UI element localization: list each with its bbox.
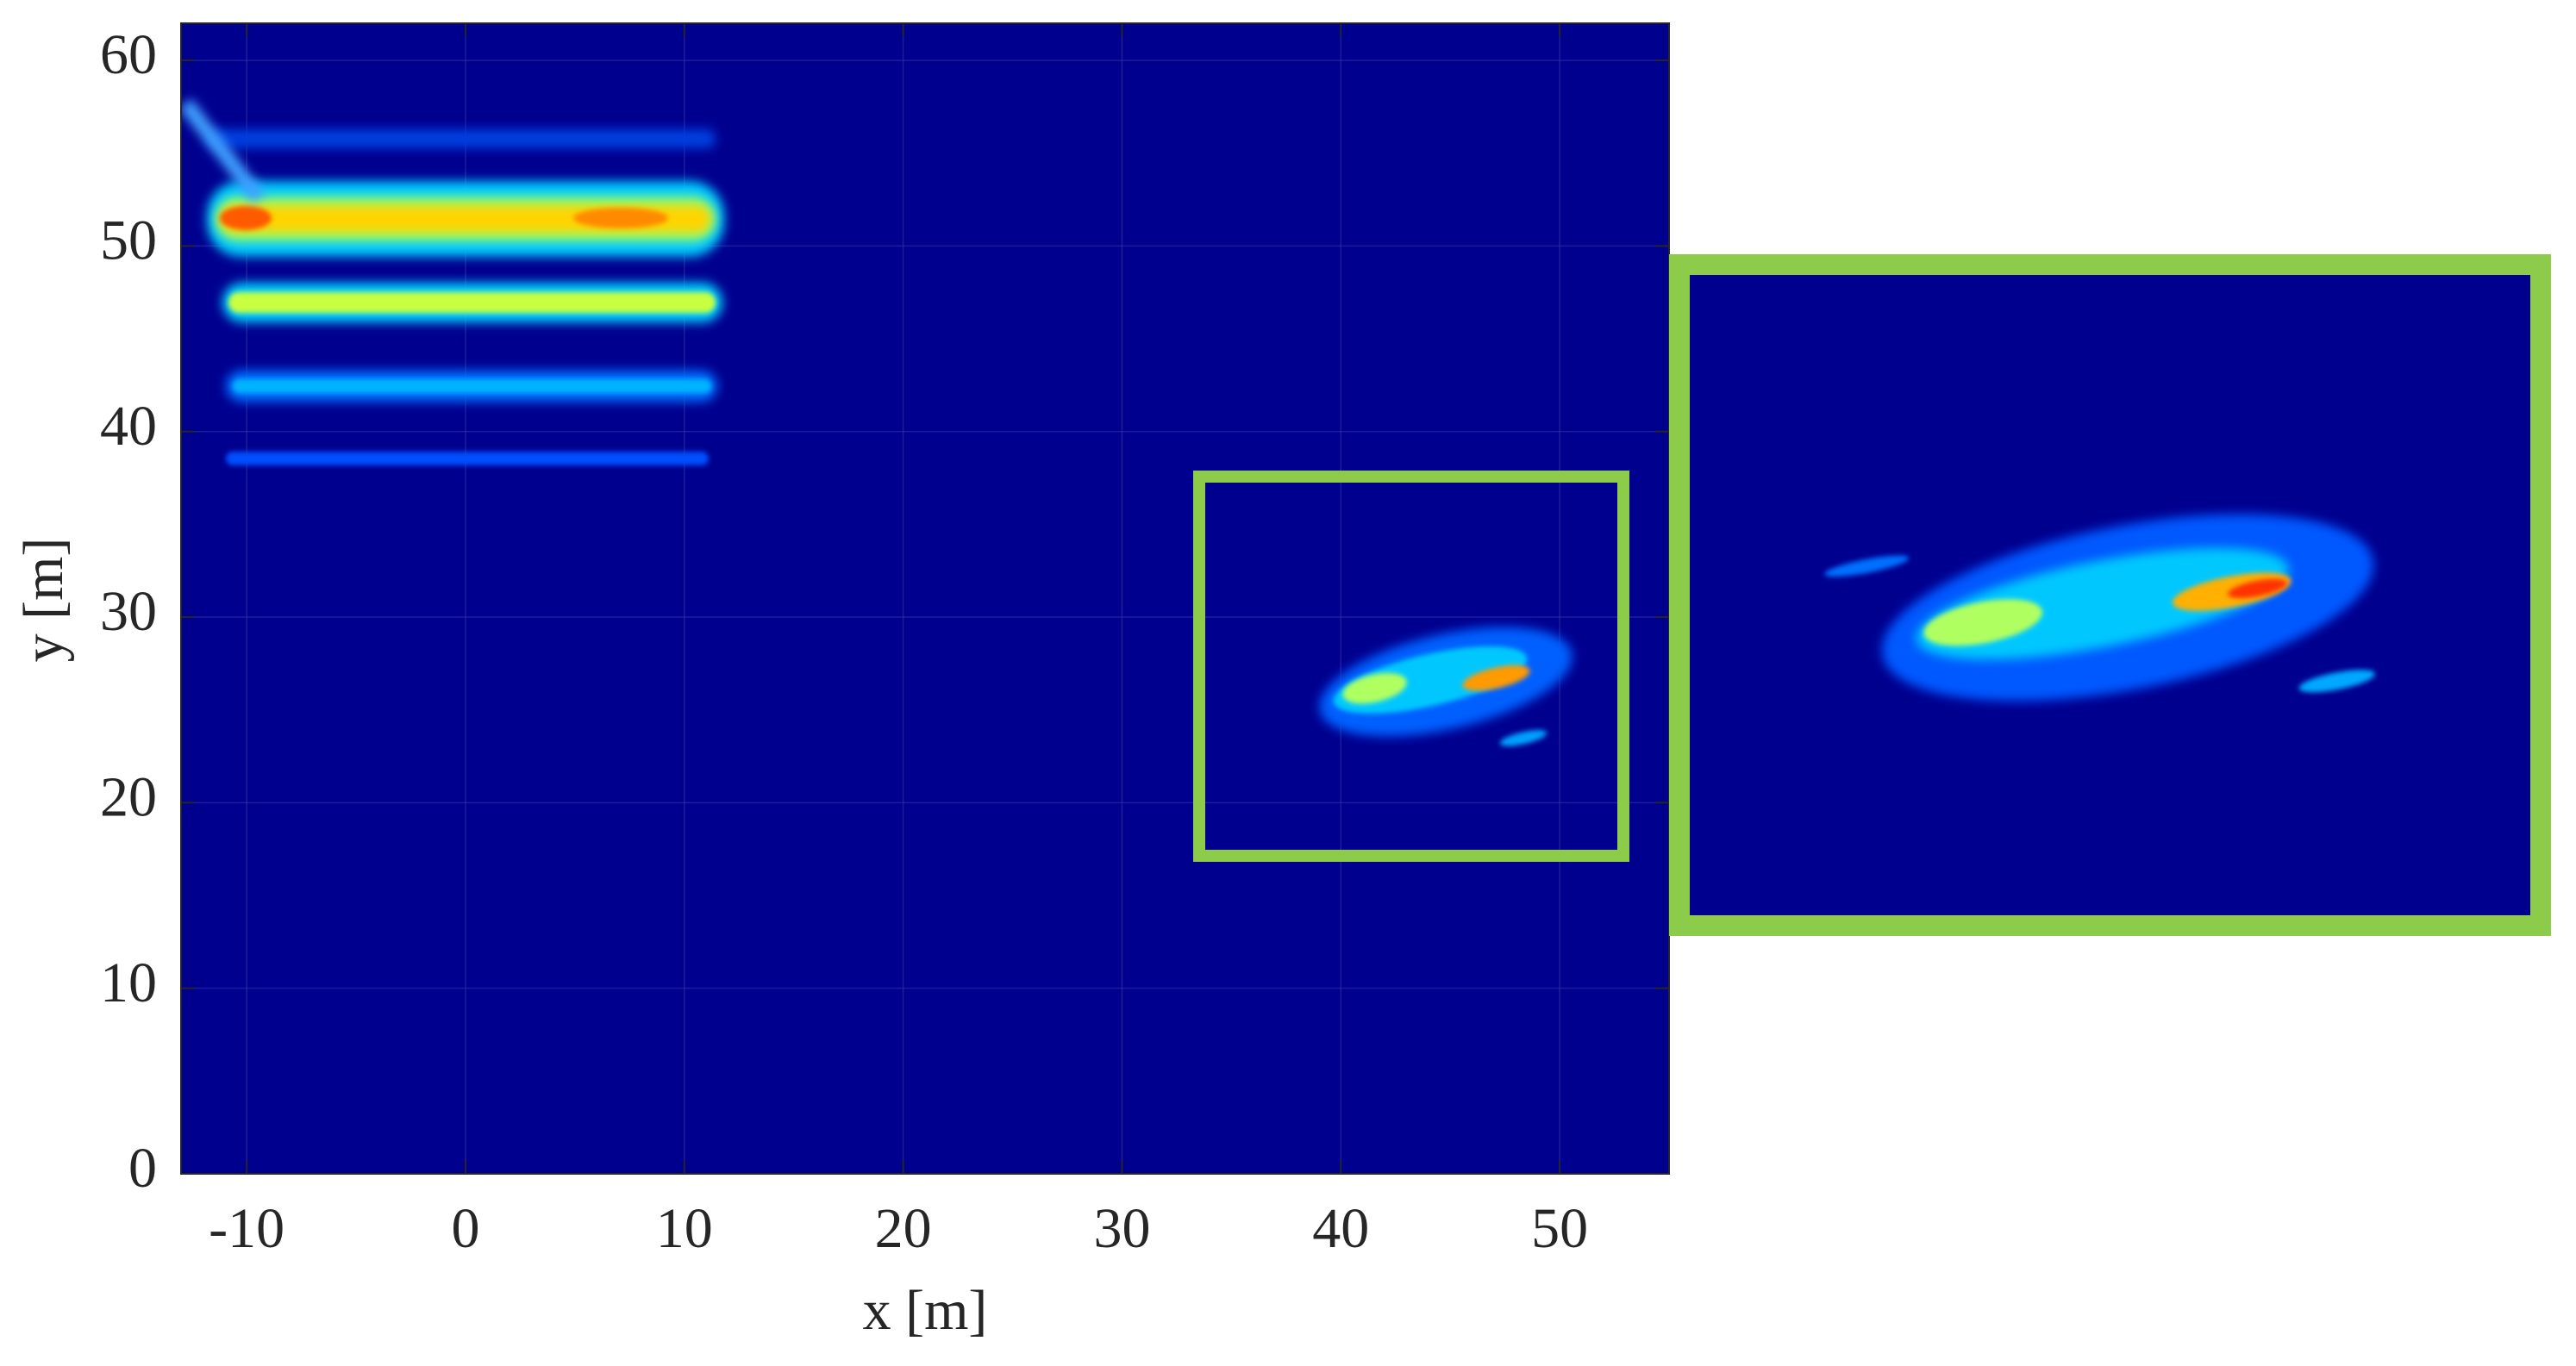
band	[226, 452, 709, 465]
band	[228, 292, 716, 313]
band	[233, 379, 711, 393]
image-content	[181, 98, 1572, 746]
zoom-box	[1193, 471, 1629, 862]
y-tick-label: 30	[100, 580, 157, 643]
target	[1319, 627, 1572, 746]
x-tick-label: 10	[656, 1197, 713, 1260]
y-tick-label: 50	[100, 209, 157, 272]
streak	[181, 98, 266, 203]
inset-frame	[1669, 254, 2551, 936]
hotspot	[573, 208, 668, 228]
x-axis-label: x [m]	[863, 1279, 988, 1342]
y-tick-label: 60	[100, 23, 157, 86]
ticks: -10 0 10 20 30 40 50 0 10 20 30 40 50 60	[100, 23, 1669, 1260]
x-tick-label: 0	[451, 1197, 479, 1260]
y-tick-label: 20	[100, 765, 157, 828]
inset	[1669, 254, 2551, 936]
hotspot	[220, 206, 272, 230]
x-tick-label: 30	[1093, 1197, 1150, 1260]
band	[207, 129, 716, 148]
x-tick-label: 40	[1312, 1197, 1369, 1260]
y-tick-label: 40	[100, 395, 157, 458]
x-tick-label: -10	[209, 1197, 284, 1260]
x-tick-label: 20	[875, 1197, 932, 1260]
y-tick-label: 0	[128, 1137, 157, 1200]
y-axis-label: y [m]	[12, 538, 75, 663]
x-tick-label: 50	[1531, 1197, 1588, 1260]
y-tick-label: 10	[100, 951, 157, 1014]
